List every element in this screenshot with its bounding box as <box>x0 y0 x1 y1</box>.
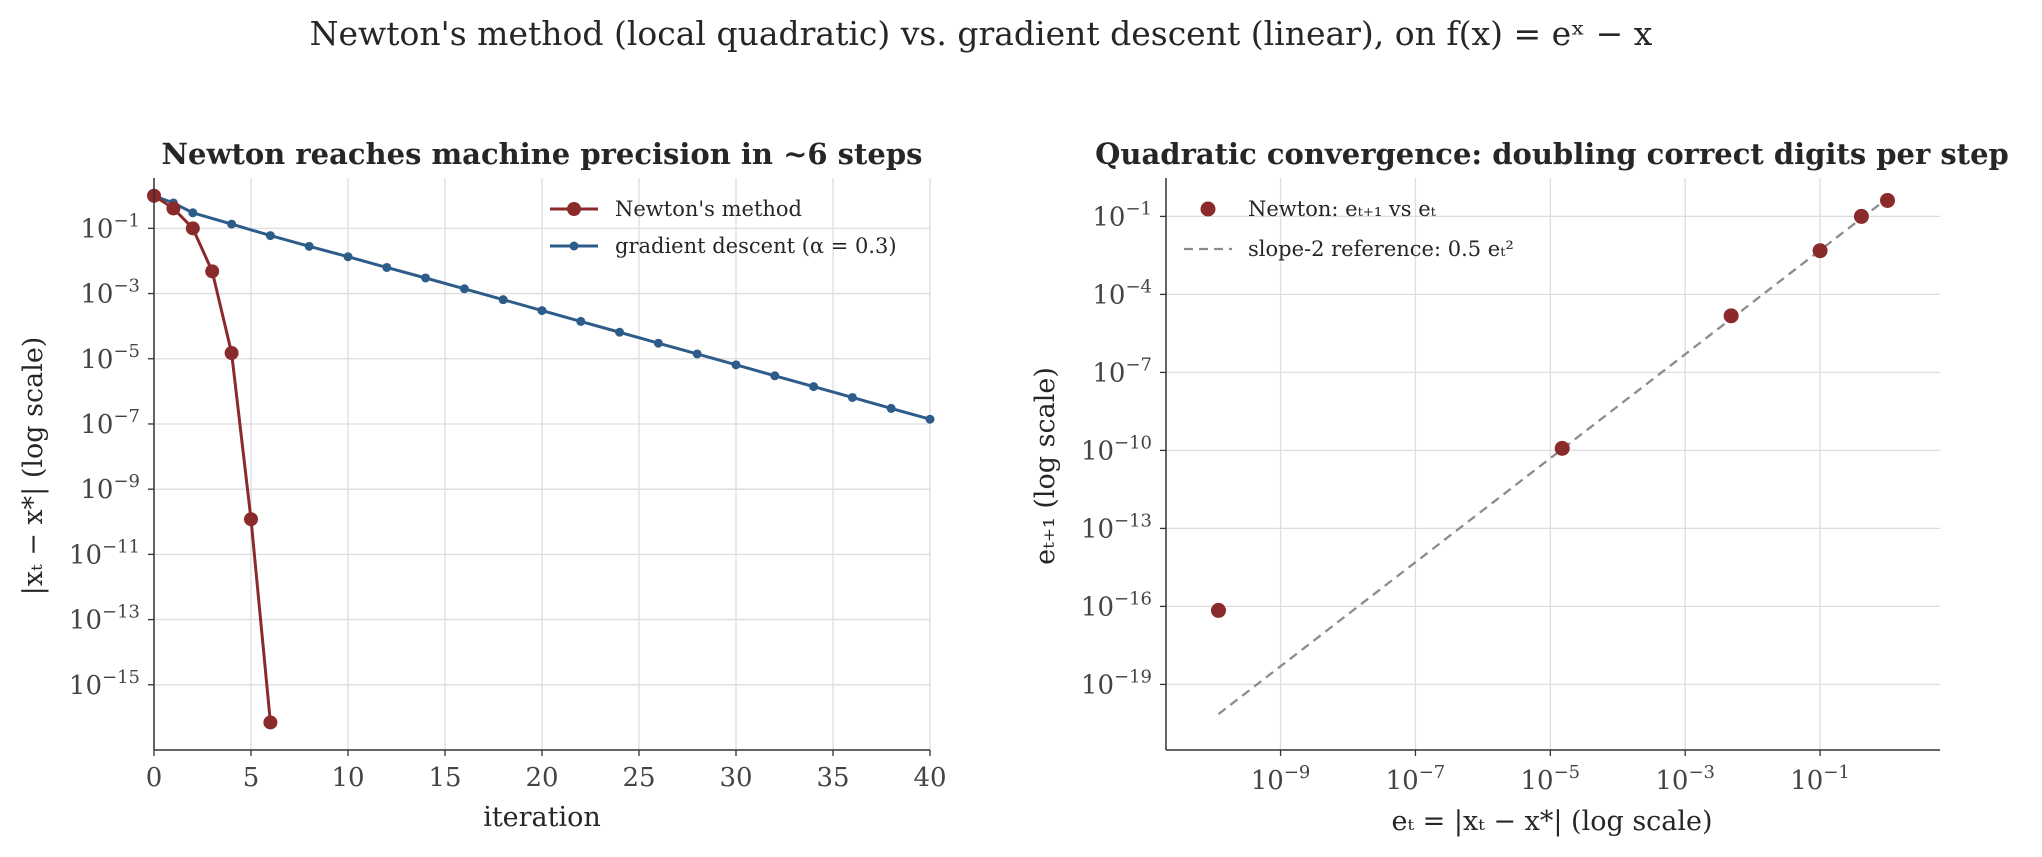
newton-scatter-point <box>1853 208 1869 224</box>
left-legend-marker <box>569 241 579 251</box>
right-legend-entry: slope-2 reference: 0.5 eₜ² <box>1248 237 1514 261</box>
newton-point <box>224 346 239 361</box>
right-x-tick-label: 10−7 <box>1386 762 1446 796</box>
gradient-descent-point <box>653 338 663 348</box>
left-x-tick-label: 0 <box>146 763 163 793</box>
left-x-tick-label: 25 <box>622 763 655 793</box>
gradient-descent-point <box>847 392 857 402</box>
right-series <box>1210 192 1896 716</box>
newton-point <box>205 264 220 279</box>
left-series <box>147 188 935 730</box>
gradient-descent-point <box>692 349 702 359</box>
right-legend-marker <box>1200 201 1216 217</box>
right-chart-panel: 10−9 10−7 10−5 10−3 10−1 10−1 10−4 10−7 10−10 10−… <box>1030 137 2009 837</box>
gradient-descent-point <box>188 208 198 218</box>
gradient-descent-point <box>576 316 586 326</box>
gradient-descent-point <box>615 327 625 337</box>
right-y-tick-label: 10−10 <box>1081 432 1152 466</box>
newton-point <box>263 715 278 730</box>
gradient-descent-point <box>925 414 935 424</box>
left-y-tick-label: 10−13 <box>69 602 140 636</box>
newton-scatter-point <box>1723 308 1739 324</box>
left-y-tick-label: 10−7 <box>80 406 140 440</box>
right-x-axis-label: eₜ = |xₜ − x*| (log scale) <box>1391 806 1712 837</box>
left-x-tick-label: 5 <box>243 763 260 793</box>
newton-scatter-point <box>1812 243 1828 259</box>
left-axes: 0 5 10 15 20 25 30 35 40 10−1 10−3 10−5 10−7 10−9 10−1… <box>69 178 947 793</box>
left-chart-title: Newton reaches machine precision in ~6 s… <box>162 137 923 171</box>
right-legend: Newton: eₜ₊₁ vs eₜ slope-2 reference: 0.5… <box>1184 197 1514 261</box>
right-y-axis-label: eₜ₊₁ (log scale) <box>1030 367 1061 565</box>
left-x-tick-label: 10 <box>331 763 364 793</box>
gradient-descent-point <box>731 360 741 370</box>
left-legend-entry: gradient descent (α = 0.3) <box>615 234 897 258</box>
left-y-tick-label: 10−15 <box>69 667 140 701</box>
left-gridlines <box>153 178 931 750</box>
figure-title: Newton's method (local quadratic) vs. gr… <box>310 14 1653 53</box>
gradient-descent-point <box>382 262 392 272</box>
newton-scatter-point <box>1880 192 1896 208</box>
gradient-descent-point <box>886 403 896 413</box>
gradient-descent-point <box>343 252 353 262</box>
gradient-descent-line <box>153 194 931 421</box>
left-y-tick-label: 10−5 <box>80 341 140 375</box>
right-x-tick-label: 10−5 <box>1521 762 1581 796</box>
gradient-descent-point <box>770 371 780 381</box>
slope-2-reference-line <box>1217 197 1889 716</box>
left-legend-marker <box>567 202 581 216</box>
gradient-descent-point <box>459 284 469 294</box>
left-x-tick-label: 35 <box>816 763 849 793</box>
left-x-tick-label: 20 <box>525 763 558 793</box>
newton-point <box>244 512 258 527</box>
left-y-tick-label: 10−11 <box>69 536 140 570</box>
gradient-descent-point <box>304 241 314 251</box>
gradient-descent-point <box>537 306 547 316</box>
right-y-tick-label: 10−19 <box>1081 666 1152 700</box>
left-legend: Newton's method gradient descent (α = 0.3… <box>550 197 897 258</box>
right-y-tick-label: 10−16 <box>1081 588 1152 622</box>
newton-point <box>185 221 200 236</box>
gradient-descent-point <box>809 382 819 392</box>
right-chart-title: Quadratic convergence: doubling correct … <box>1095 137 2009 171</box>
right-axes: 10−9 10−7 10−5 10−3 10−1 10−1 10−4 10−7 10−10 10−… <box>1081 178 1940 796</box>
left-x-tick-label: 30 <box>719 763 752 793</box>
left-y-axis-label: |xₜ − x*| (log scale) <box>18 337 49 596</box>
right-legend-entry: Newton: eₜ₊₁ vs eₜ <box>1248 197 1437 221</box>
gradient-descent-point <box>227 219 237 229</box>
right-y-tick-label: 10−13 <box>1081 510 1152 544</box>
right-y-tick-label: 10−4 <box>1092 276 1152 310</box>
newton-scatter-point <box>1554 440 1570 456</box>
left-legend-entry: Newton's method <box>615 197 802 221</box>
right-y-tick-label: 10−1 <box>1092 198 1152 232</box>
gradient-descent-point <box>498 295 508 305</box>
left-chart-panel: 0 5 10 15 20 25 30 35 40 10−1 10−3 10−5 10−7 10−9 10−1… <box>18 137 947 833</box>
left-y-tick-label: 10−9 <box>80 471 140 505</box>
right-x-tick-label: 10−3 <box>1655 762 1715 796</box>
gradient-descent-point <box>265 231 275 241</box>
left-y-tick-label: 10−1 <box>80 210 140 244</box>
gradient-descent-point <box>421 273 431 283</box>
right-x-tick-label: 10−1 <box>1790 762 1850 796</box>
left-y-tick-label: 10−3 <box>80 276 140 310</box>
newton-point <box>166 201 181 216</box>
left-x-axis-label: iteration <box>483 802 601 833</box>
left-x-tick-label: 40 <box>913 763 946 793</box>
right-x-tick-label: 10−9 <box>1251 762 1311 796</box>
left-x-tick-label: 15 <box>428 763 461 793</box>
right-gridlines <box>1166 178 1940 750</box>
newton-scatter-point <box>1210 602 1226 618</box>
right-y-tick-label: 10−7 <box>1092 354 1152 388</box>
